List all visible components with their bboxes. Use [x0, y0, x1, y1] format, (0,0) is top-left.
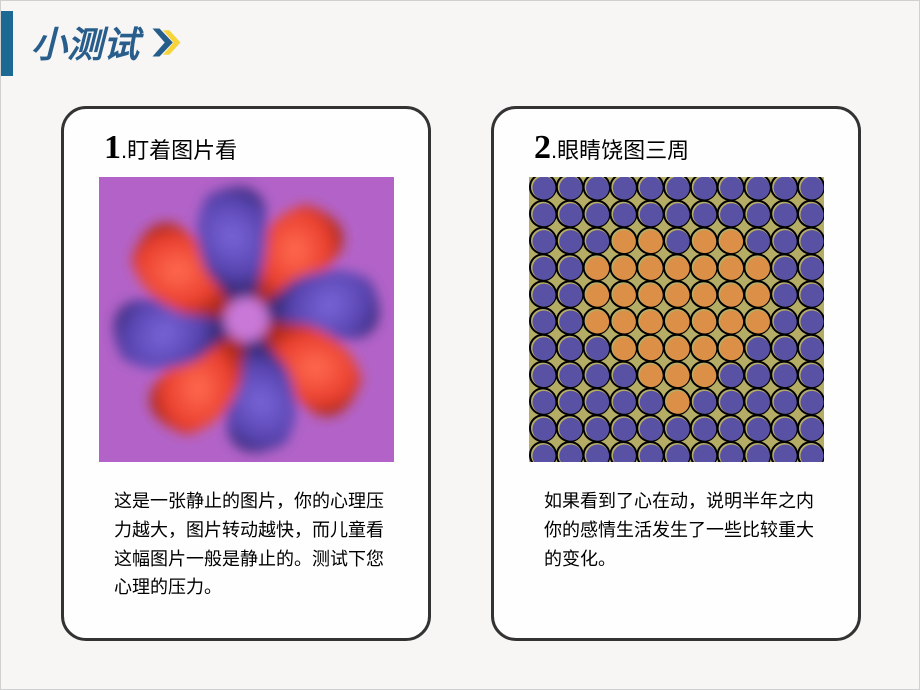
- chevron-icon: [149, 25, 184, 60]
- test-card-2: 2.眼睛饶图三周 如果看到了心在动，说明半年之内你的感情生活发生了一些比较重大的…: [491, 106, 861, 641]
- card-number-1: 1: [104, 129, 121, 166]
- card-title-1: 1.盯着图片看: [84, 129, 408, 167]
- card-title-2: 2.眼睛饶图三周: [514, 129, 838, 167]
- card-subtitle-1: .盯着图片看: [121, 138, 237, 163]
- card-number-2: 2: [534, 129, 551, 166]
- header: 小测试: [31, 16, 184, 68]
- card-subtitle-2: .眼睛饶图三周: [551, 138, 689, 163]
- illusion-image-dots: [529, 177, 824, 462]
- illusion-image-spiral: [99, 177, 394, 462]
- card-desc-2: 如果看到了心在动，说明半年之内你的感情生活发生了一些比较重大的变化。: [514, 487, 838, 573]
- page-title: 小测试: [31, 16, 139, 68]
- side-accent-bar: [1, 11, 13, 76]
- test-card-1: 1.盯着图片看: [61, 106, 431, 641]
- card-desc-1: 这是一张静止的图片，你的心理压力越大，图片转动越快，而儿童看这幅图片一般是静止的…: [84, 487, 408, 602]
